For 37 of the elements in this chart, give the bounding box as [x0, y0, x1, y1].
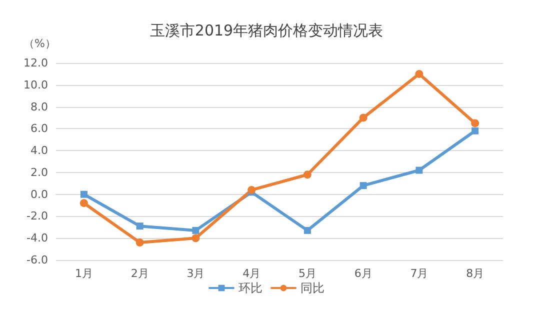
x-tick-label: 4月 [242, 267, 261, 280]
y-tick-label: 10.0 [24, 78, 48, 92]
y-tick-label: -6.0 [26, 254, 48, 266]
y-tick-label: 4.0 [30, 144, 48, 158]
y-axis-title: （%） [24, 37, 56, 50]
y-tick-label: -2.0 [26, 210, 48, 223]
x-tick-label: 8月 [466, 267, 484, 280]
point [192, 226, 200, 234]
point [415, 70, 424, 78]
y-tick-label: 0.0 [30, 188, 48, 201]
y-tick-label: 12.0 [24, 56, 48, 70]
x-tick-label: 7月 [410, 267, 428, 280]
chart-title: 玉溪市2019年猪肉价格变动情况表 [150, 22, 384, 40]
y-tick-label: 8.0 [30, 100, 48, 114]
point [304, 226, 311, 234]
point [248, 186, 256, 194]
x-tick-label: 5月 [298, 267, 316, 280]
point [80, 199, 88, 208]
y-tick-label: 2.0 [30, 166, 48, 179]
point [136, 238, 144, 246]
point [303, 170, 312, 179]
point [416, 166, 423, 174]
point [359, 114, 368, 122]
x-tick-label: 1月 [74, 267, 93, 280]
point [80, 190, 88, 198]
legend-label: 同比 [300, 281, 324, 295]
point [360, 182, 367, 190]
x-tick-label: 6月 [354, 267, 372, 280]
legend-label: 环比 [238, 281, 262, 295]
x-tick-label: 2月 [130, 267, 149, 280]
point [136, 222, 144, 230]
point [472, 127, 479, 134]
point [192, 234, 200, 242]
y-tick-label: -4.0 [26, 232, 48, 245]
point [471, 119, 480, 128]
y-tick-label: 6.0 [30, 122, 48, 136]
x-tick-label: 3月 [186, 267, 205, 280]
